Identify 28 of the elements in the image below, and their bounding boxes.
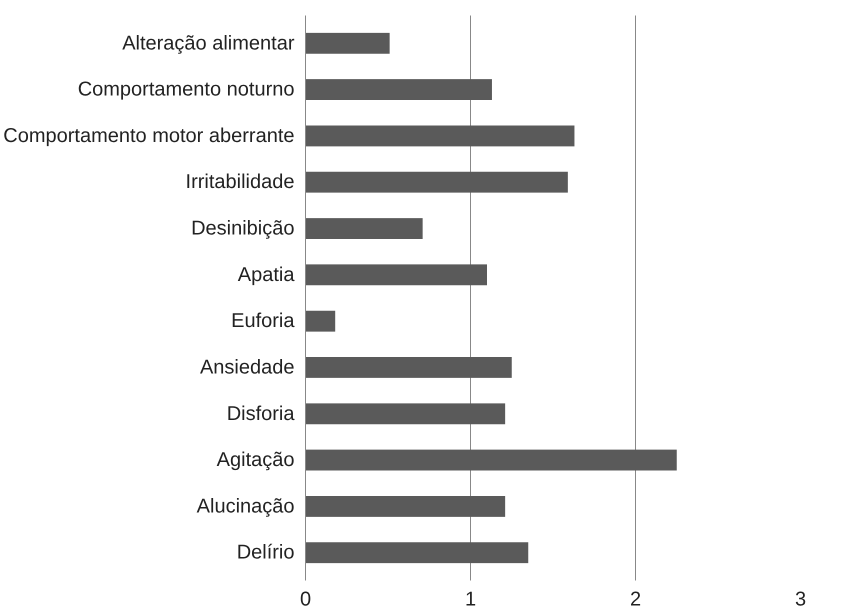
y-tick-label: Apatia <box>238 264 296 286</box>
y-tick-label: Comportamento noturno <box>78 78 295 101</box>
y-tick-label: Alucinação <box>196 495 294 518</box>
y-tick-label: Agitação <box>216 449 295 472</box>
bar <box>306 357 512 378</box>
x-tick-label: 1 <box>464 588 476 610</box>
y-tick-label: Alteração alimentar <box>122 32 295 54</box>
y-tick-label: Delírio <box>236 542 295 564</box>
bar <box>306 125 574 146</box>
bar <box>306 403 506 424</box>
x-tick-label: 2 <box>630 588 642 610</box>
x-tick-label: 0 <box>300 588 312 610</box>
bar <box>306 310 336 332</box>
bar <box>306 79 492 100</box>
bar <box>306 218 423 239</box>
y-tick-label: Desinibição <box>191 218 294 240</box>
y-tick-label: Irritabilidade <box>186 171 295 194</box>
x-tick-label: 3 <box>794 588 806 610</box>
y-tick-label: Ansiedade <box>200 356 295 378</box>
y-tick-label: Comportamento motor aberrante <box>3 124 294 147</box>
bar <box>306 264 487 286</box>
y-tick-label: Disforia <box>226 402 296 425</box>
bar <box>306 172 568 193</box>
bar <box>306 450 677 471</box>
y-tick-label: Euforia <box>231 310 296 332</box>
bar <box>306 496 506 517</box>
bar <box>306 32 390 54</box>
bar <box>306 542 528 564</box>
